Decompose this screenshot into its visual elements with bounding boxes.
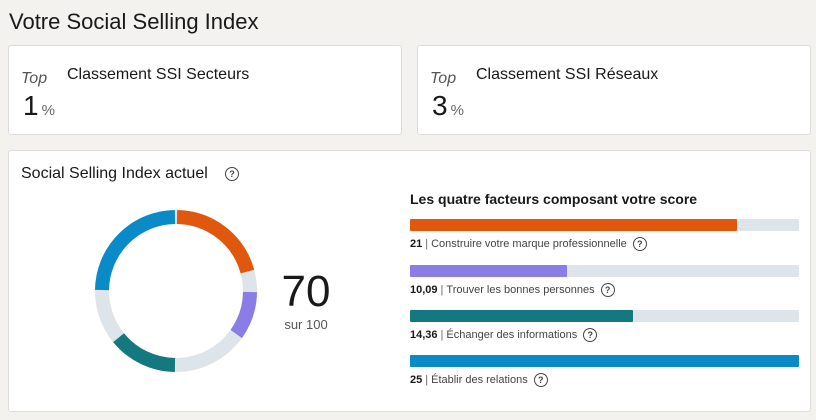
factor-score: 10,09 (410, 284, 438, 296)
ssi-score-value: 70 (281, 267, 331, 316)
factor-label: 25 | Établir des relations ? (410, 373, 800, 387)
factor-relationships: 25 | Établir des relations ? (410, 355, 800, 387)
network-ranking-value: 3% (432, 90, 464, 122)
factor-bar-fill (410, 265, 567, 277)
factor-separator: | (425, 374, 429, 386)
ssi-card: Social Selling Index actuel ? 70 sur 100… (8, 150, 811, 412)
ssi-title: Social Selling Index actuel (21, 165, 208, 182)
donut-segment (113, 333, 176, 372)
factors-heading: Les quatre facteurs composant votre scor… (410, 191, 698, 207)
factor-name: Trouver les bonnes personnes (446, 284, 595, 296)
page-title: Votre Social Selling Index (9, 9, 259, 34)
network-ranking-number: 3 (432, 90, 448, 121)
network-ranking-card: Top Classement SSI Réseaux 3% (417, 45, 811, 135)
factor-help-icon[interactable]: ? (583, 328, 598, 342)
factor-bar-fill (410, 219, 737, 231)
sector-ranking-value: 1% (23, 90, 55, 122)
factor-brand: 21 | Construire votre marque professionn… (410, 219, 800, 251)
factor-score: 25 (410, 374, 423, 386)
network-ranking-unit: % (450, 102, 464, 119)
factor-score: 14,36 (410, 329, 438, 341)
network-ranking-title: Classement SSI Réseaux (476, 66, 659, 83)
factor-people: 10,09 | Trouver les bonnes personnes ? (410, 265, 800, 297)
factor-separator: | (425, 238, 429, 250)
factor-label: 10,09 | Trouver les bonnes personnes ? (410, 283, 800, 297)
factor-bar-track (410, 355, 799, 367)
factor-label: 21 | Construire votre marque professionn… (410, 237, 800, 251)
factor-help-icon[interactable]: ? (632, 237, 647, 251)
sector-ranking-number: 1 (23, 90, 39, 121)
factor-help-icon[interactable]: ? (600, 283, 615, 297)
donut-segment (176, 210, 255, 274)
factor-bar-track (410, 219, 799, 231)
sector-top-label: Top (21, 70, 48, 87)
sector-ranking-title: Classement SSI Secteurs (67, 66, 250, 83)
factor-score: 21 (410, 238, 423, 250)
donut-segment (95, 210, 176, 291)
factor-name: Construire votre marque professionnelle (431, 238, 627, 250)
ssi-help-icon[interactable]: ? (225, 167, 239, 181)
ssi-donut-chart (95, 210, 257, 372)
network-top-label: Top (430, 70, 457, 87)
factor-insights: 14,36 | Échanger des informations ? (410, 310, 800, 342)
factor-separator: | (440, 284, 444, 296)
ssi-score-sub: sur 100 (284, 317, 328, 332)
factor-name: Échanger des informations (446, 329, 578, 341)
donut-track (95, 210, 257, 372)
factor-bar-track (410, 265, 799, 277)
factor-name: Établir des relations (431, 374, 528, 386)
donut-segment (230, 291, 257, 339)
factor-separator: | (440, 329, 444, 341)
factor-help-icon[interactable]: ? (533, 373, 548, 387)
sector-ranking-card: Top Classement SSI Secteurs 1% (8, 45, 402, 135)
factor-label: 14,36 | Échanger des informations ? (410, 328, 800, 342)
sector-ranking-unit: % (41, 102, 55, 119)
factor-bar-fill (410, 355, 799, 367)
factor-bar-fill (410, 310, 634, 322)
factor-bar-track (410, 310, 799, 322)
